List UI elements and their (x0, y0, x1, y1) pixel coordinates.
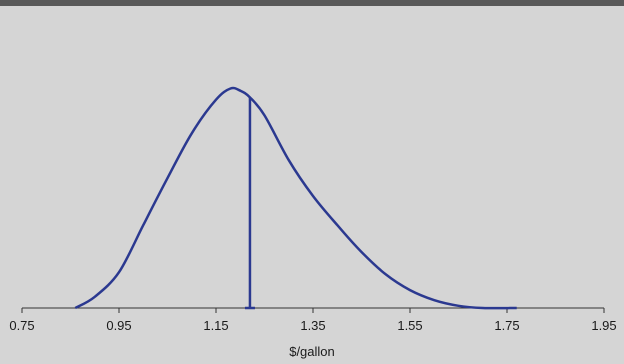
x-tick-label: 0.95 (106, 318, 131, 333)
distribution-curve (74, 86, 517, 310)
x-tick-label: 1.55 (397, 318, 422, 333)
curve-layer (74, 86, 517, 310)
x-axis: 0.75 0.95 1.15 1.35 1.55 1.75 1.95 (9, 307, 617, 333)
chart-area: 0.75 0.95 1.15 1.35 1.55 1.75 1.95 $/gallon (0, 6, 624, 364)
x-axis-title: $/gallon (289, 344, 335, 359)
distribution-chart: 0.75 0.95 1.15 1.35 1.55 1.75 1.95 $/gallon (9, 86, 617, 359)
x-tick-label: 0.75 (9, 318, 34, 333)
x-tick-label: 1.15 (203, 318, 228, 333)
x-tick-label: 1.95 (591, 318, 616, 333)
top-band (0, 0, 624, 6)
x-tick-label: 1.35 (300, 318, 325, 333)
x-tick-label: 1.75 (494, 318, 519, 333)
